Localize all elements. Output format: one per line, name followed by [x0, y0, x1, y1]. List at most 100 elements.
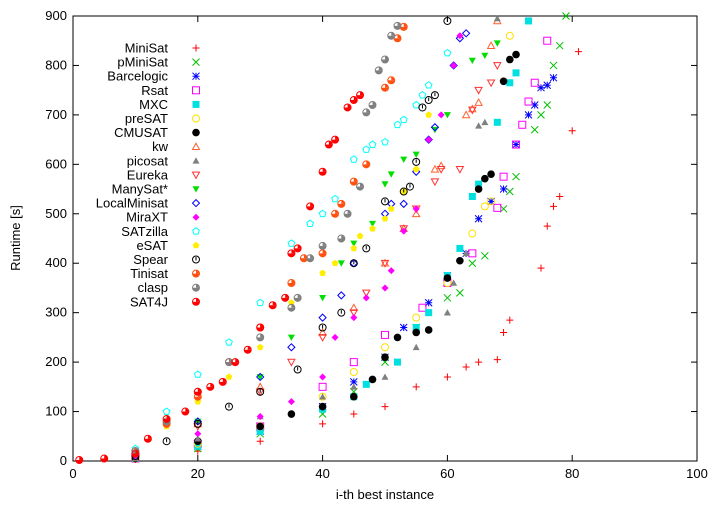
- data-point-localminisat: [255, 372, 265, 382]
- data-point-eureka: [474, 86, 483, 95]
- data-point-mxc: [256, 427, 264, 435]
- series-picosat: [131, 14, 501, 462]
- x-tick-label: 40: [315, 466, 329, 481]
- data-point-satzilla: [287, 239, 296, 247]
- data-point-tinisat: [349, 177, 358, 186]
- data-point-esat: [425, 111, 433, 118]
- legend-marker-miraxt: [192, 213, 200, 221]
- data-point-satzilla: [349, 155, 358, 163]
- data-point-cmusat: [506, 55, 514, 64]
- data-point-presat: [468, 229, 477, 238]
- data-point-barcelogic: [499, 185, 508, 193]
- data-point-barcelogic: [349, 378, 358, 386]
- data-point-cmusat: [318, 402, 327, 411]
- data-point-localminisat: [287, 343, 296, 352]
- data-point-miraxt: [256, 413, 264, 420]
- data-point-picosat: [319, 393, 327, 400]
- data-point-mxc: [425, 309, 433, 317]
- data-point-minisat: [506, 316, 514, 324]
- y-tick-label: 900: [45, 8, 67, 23]
- data-point-miraxt: [412, 205, 420, 213]
- data-point-miraxt: [450, 61, 458, 69]
- data-point-pminisat: [543, 101, 552, 109]
- data-point-mxc: [393, 358, 401, 366]
- data-point-sat4j: [243, 345, 252, 354]
- legend-marker-sat4j: [192, 297, 200, 306]
- data-point-eureka: [430, 178, 440, 187]
- data-point-clasp: [337, 234, 346, 243]
- data-point-sat4j: [131, 449, 140, 458]
- data-point-kw: [468, 104, 477, 113]
- data-point-spear: [405, 182, 414, 191]
- data-point-cmusat: [381, 353, 389, 361]
- legend-label-minisat: MiniSat: [125, 41, 169, 56]
- data-point-eureka: [361, 289, 371, 298]
- data-point-clasp: [343, 209, 352, 218]
- data-point-pminisat: [562, 12, 570, 20]
- data-point-pminisat: [537, 111, 545, 119]
- series-sat4j: [75, 91, 365, 465]
- data-point-tinisat: [387, 76, 396, 85]
- data-point-minisat: [574, 48, 582, 56]
- data-point-picosat: [462, 249, 470, 257]
- data-point-mxc: [525, 17, 533, 25]
- series-kw: [131, 16, 502, 455]
- legend-marker-clasp: [192, 283, 200, 292]
- y-tick-label: 700: [45, 107, 67, 122]
- data-point-satzilla: [318, 209, 327, 218]
- data-point-pminisat: [456, 289, 464, 297]
- data-point-esat: [387, 205, 395, 212]
- data-point-pminisat: [530, 125, 539, 134]
- data-point-eureka: [486, 79, 496, 88]
- data-point-barcelogic: [543, 81, 552, 90]
- data-point-manysat: [381, 181, 389, 188]
- data-point-mxc: [512, 69, 520, 77]
- series-tinisat: [131, 22, 408, 456]
- data-point-barcelogic: [399, 323, 408, 332]
- data-point-sat4j: [356, 91, 365, 100]
- data-point-satzilla: [225, 338, 233, 346]
- data-point-pminisat: [555, 41, 564, 50]
- data-point-clasp: [356, 182, 365, 191]
- data-point-picosat: [475, 122, 483, 129]
- data-point-picosat: [412, 343, 420, 351]
- data-point-picosat: [194, 435, 202, 442]
- data-point-presat: [381, 343, 389, 352]
- data-point-rsat: [493, 203, 502, 212]
- data-point-eureka: [287, 358, 296, 367]
- data-point-esat: [356, 232, 364, 239]
- legend-label-kw: kw: [152, 139, 169, 154]
- data-point-eureka: [399, 225, 409, 234]
- data-point-localminisat: [430, 123, 440, 132]
- x-tick-label: 20: [191, 466, 205, 481]
- data-point-picosat: [443, 309, 451, 316]
- data-point-picosat: [450, 279, 458, 286]
- data-point-eureka: [492, 62, 502, 70]
- data-point-spear: [349, 259, 358, 268]
- data-point-clasp: [374, 66, 383, 75]
- data-point-tinisat: [318, 249, 327, 258]
- legend-label-satzilla: SATzilla: [121, 224, 168, 239]
- data-point-miraxt: [287, 398, 295, 406]
- series-mxc: [131, 17, 533, 463]
- data-point-esat: [331, 259, 339, 267]
- data-point-clasp: [387, 31, 396, 40]
- data-point-picosat: [350, 383, 358, 390]
- data-point-minisat: [500, 328, 508, 336]
- data-point-sat4j: [231, 358, 240, 367]
- legend-marker-manysat: [192, 186, 200, 193]
- data-point-tinisat: [299, 254, 308, 263]
- data-point-rsat: [524, 97, 533, 106]
- data-point-picosat: [493, 14, 501, 22]
- data-point-sat4j: [181, 407, 190, 416]
- legend-label-localminisat: LocalMinisat: [96, 196, 169, 211]
- data-point-esat: [288, 299, 295, 306]
- series-miraxt: [131, 32, 464, 460]
- data-point-satzilla: [162, 407, 171, 415]
- data-point-eureka: [455, 165, 465, 174]
- data-point-esat: [319, 269, 326, 276]
- data-point-rsat: [418, 303, 427, 312]
- data-point-clasp: [293, 293, 302, 302]
- series-cmusat: [131, 50, 520, 463]
- data-points: [75, 12, 582, 465]
